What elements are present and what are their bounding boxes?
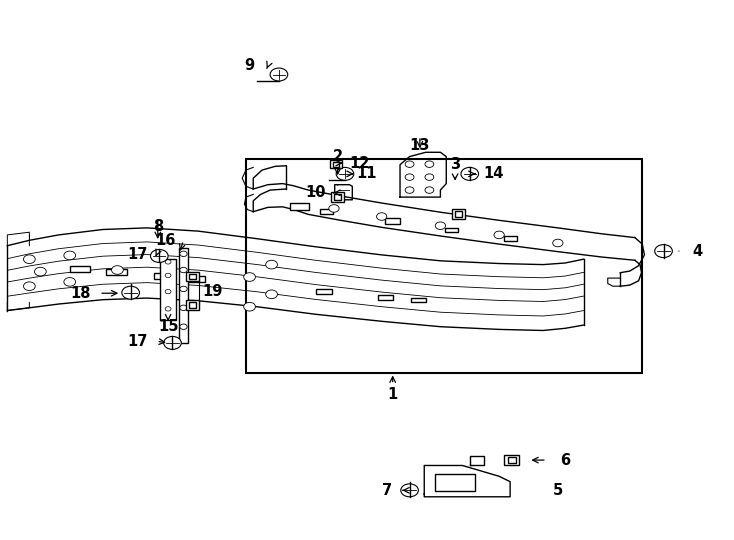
Circle shape xyxy=(405,187,414,193)
Circle shape xyxy=(112,266,123,274)
Circle shape xyxy=(405,174,414,180)
Bar xyxy=(445,227,458,232)
Bar xyxy=(186,272,199,281)
Text: 8: 8 xyxy=(153,219,163,234)
Circle shape xyxy=(336,167,354,180)
Bar xyxy=(331,192,344,202)
Bar xyxy=(452,209,465,219)
Circle shape xyxy=(655,245,672,258)
Circle shape xyxy=(244,302,255,311)
Text: 2: 2 xyxy=(333,149,343,164)
Text: 16: 16 xyxy=(155,233,175,248)
Text: 1: 1 xyxy=(388,387,398,402)
Bar xyxy=(70,266,90,272)
Circle shape xyxy=(329,205,339,212)
Circle shape xyxy=(164,336,181,349)
Circle shape xyxy=(180,324,187,329)
Text: 6: 6 xyxy=(560,453,570,468)
Bar xyxy=(411,298,426,302)
Text: 10: 10 xyxy=(305,185,326,200)
Text: 9: 9 xyxy=(244,58,255,73)
Bar xyxy=(189,274,196,279)
Circle shape xyxy=(180,251,187,256)
Circle shape xyxy=(425,161,434,167)
Bar xyxy=(320,209,333,214)
Text: 7: 7 xyxy=(382,483,393,498)
Bar xyxy=(330,160,342,168)
Bar xyxy=(455,211,462,217)
Circle shape xyxy=(165,273,171,278)
Bar xyxy=(154,273,175,279)
Text: 5: 5 xyxy=(553,483,563,498)
Circle shape xyxy=(64,251,76,260)
Circle shape xyxy=(64,278,76,286)
Circle shape xyxy=(23,255,35,264)
Circle shape xyxy=(180,286,187,292)
Text: 17: 17 xyxy=(128,334,148,349)
Circle shape xyxy=(180,305,187,310)
Bar xyxy=(246,159,642,373)
Text: 3: 3 xyxy=(450,157,460,172)
Circle shape xyxy=(401,484,418,497)
Circle shape xyxy=(180,267,187,273)
Bar xyxy=(504,455,519,465)
Circle shape xyxy=(150,249,168,262)
Bar xyxy=(334,194,341,200)
Bar xyxy=(187,276,205,282)
Bar xyxy=(504,236,517,241)
Bar xyxy=(333,162,339,166)
Text: 18: 18 xyxy=(70,286,91,301)
Text: 12: 12 xyxy=(349,156,370,171)
Circle shape xyxy=(165,260,171,264)
Bar xyxy=(160,259,176,320)
Circle shape xyxy=(270,68,288,81)
Circle shape xyxy=(34,267,46,276)
Circle shape xyxy=(405,161,414,167)
Text: 19: 19 xyxy=(203,284,223,299)
Text: 13: 13 xyxy=(410,138,430,153)
Circle shape xyxy=(23,282,35,291)
Circle shape xyxy=(165,289,171,294)
Circle shape xyxy=(165,307,171,311)
Circle shape xyxy=(425,174,434,180)
Text: 4: 4 xyxy=(692,244,702,259)
Bar xyxy=(189,302,196,308)
Circle shape xyxy=(244,273,255,281)
Bar xyxy=(385,218,400,224)
Text: 15: 15 xyxy=(158,319,178,334)
Bar xyxy=(290,203,308,210)
Bar xyxy=(186,300,199,310)
Text: 11: 11 xyxy=(357,166,377,181)
Circle shape xyxy=(461,167,479,180)
Bar xyxy=(435,474,475,491)
Circle shape xyxy=(425,187,434,193)
Circle shape xyxy=(266,290,277,299)
Text: 17: 17 xyxy=(128,247,148,262)
Circle shape xyxy=(435,222,446,230)
Bar xyxy=(378,295,393,300)
Circle shape xyxy=(266,260,277,269)
Text: 14: 14 xyxy=(483,166,504,181)
Circle shape xyxy=(377,213,387,220)
Bar xyxy=(316,289,332,294)
Bar xyxy=(106,269,127,275)
Circle shape xyxy=(494,231,504,239)
Bar xyxy=(507,457,515,463)
Circle shape xyxy=(122,286,139,299)
Circle shape xyxy=(553,239,563,247)
Bar xyxy=(179,248,188,343)
